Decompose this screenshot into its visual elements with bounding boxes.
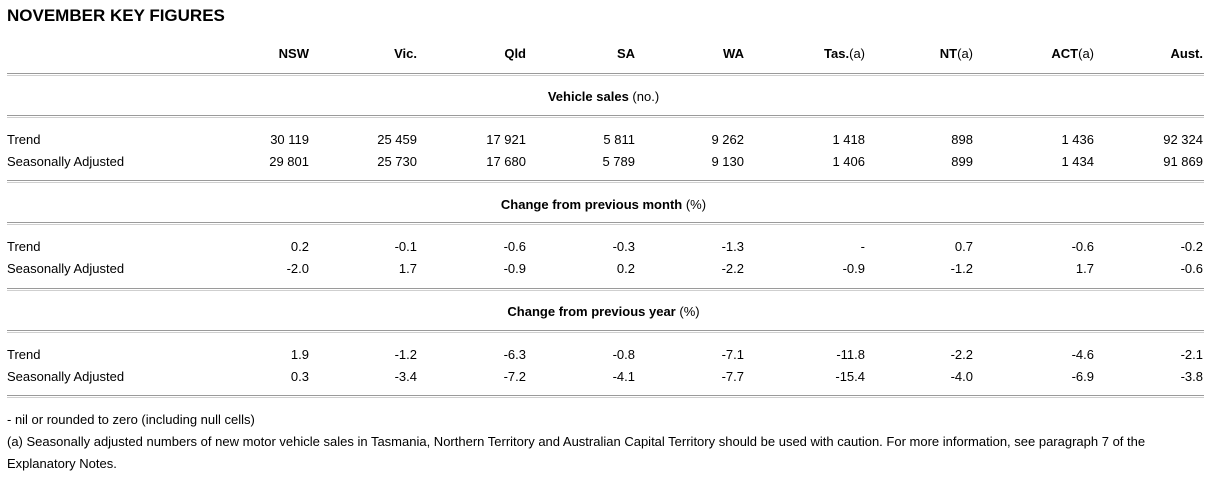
divider — [7, 73, 1204, 76]
table-cell: -0.6 — [1071, 239, 1094, 254]
table-cell: -4.6 — [1071, 347, 1094, 362]
column-header-vic: Vic. — [394, 46, 417, 61]
table-cell: 0.2 — [616, 261, 635, 276]
table-cell: 1 436 — [1061, 132, 1094, 147]
table-cell: 5 811 — [603, 132, 635, 147]
table-cell: 17 921 — [486, 132, 526, 147]
table-cell: 1.7 — [398, 261, 417, 276]
row-label: Seasonally Adjusted — [7, 154, 125, 169]
column-header-nt: NT(a) — [939, 46, 973, 61]
column-header-aust: Aust. — [1170, 46, 1204, 61]
column-header-sa: SA — [616, 46, 635, 61]
table-row: Trend 30 119 25 459 17 921 5 811 9 262 1… — [0, 132, 1207, 150]
table-cell: 25 730 — [377, 154, 417, 169]
table-cell: -0.1 — [394, 239, 417, 254]
table-cell: -7.7 — [721, 369, 744, 384]
divider — [7, 115, 1204, 118]
table-cell: 9 262 — [711, 132, 744, 147]
table-cell: 1 406 — [832, 154, 865, 169]
table-cell: 1 418 — [832, 132, 865, 147]
table-cell: 25 459 — [377, 132, 417, 147]
table-cell: -0.2 — [1180, 239, 1203, 254]
table-cell: 91 869 — [1163, 154, 1203, 169]
table-cell: 29 801 — [269, 154, 309, 169]
table-cell: 5 789 — [602, 154, 635, 169]
page-title: NOVEMBER KEY FIGURES — [7, 6, 225, 25]
table-cell: -4.0 — [950, 369, 973, 384]
table-cell: -15.4 — [835, 369, 865, 384]
row-label: Seasonally Adjusted — [7, 261, 125, 276]
table-cell: -7.1 — [721, 347, 744, 362]
section-heading-change-previous-month: Change from previous month (%) — [500, 197, 707, 212]
divider — [7, 180, 1204, 183]
column-header-wa: WA — [723, 46, 744, 61]
table-cell: 92 324 — [1163, 132, 1203, 147]
table-cell: 0.2 — [290, 239, 309, 254]
table-cell: 0.3 — [290, 369, 309, 384]
divider — [7, 330, 1204, 333]
section-heading-vehicle-sales: Vehicle sales (no.) — [547, 89, 660, 104]
table-row: Seasonally Adjusted 0.3 -3.4 -7.2 -4.1 -… — [0, 369, 1207, 387]
table-cell: -0.9 — [842, 261, 865, 276]
column-header-tas: Tas.(a) — [824, 46, 865, 61]
table-row: Trend 0.2 -0.1 -0.6 -0.3 -1.3 - 0.7 -0.6… — [0, 239, 1207, 257]
table-cell: -1.2 — [950, 261, 973, 276]
table-cell: -2.2 — [950, 347, 973, 362]
table-cell: -3.8 — [1180, 369, 1203, 384]
table-cell: 30 119 — [270, 132, 309, 147]
table-cell: -1.2 — [394, 347, 417, 362]
table-cell: 1.7 — [1075, 261, 1094, 276]
table-cell: -2.1 — [1180, 347, 1203, 362]
column-header-nsw: NSW — [278, 46, 309, 61]
section-heading-change-previous-year: Change from previous year (%) — [507, 304, 700, 319]
table-cell: 0.7 — [954, 239, 973, 254]
table-row: Seasonally Adjusted -2.0 1.7 -0.9 0.2 -2… — [0, 261, 1207, 279]
table-cell: -4.1 — [612, 369, 635, 384]
table-cell: -3.4 — [394, 369, 417, 384]
row-label: Seasonally Adjusted — [7, 369, 125, 384]
table-cell: 898 — [951, 132, 973, 147]
table-cell: -6.3 — [503, 347, 526, 362]
table-cell: -11.8 — [836, 347, 865, 362]
table-cell: -1.3 — [721, 239, 744, 254]
table-cell: -0.3 — [612, 239, 635, 254]
table-cell: 17 680 — [486, 154, 526, 169]
row-label: Trend — [7, 347, 41, 362]
column-header-row: NSW Vic. Qld SA WA Tas.(a) NT(a) ACT(a) … — [0, 46, 1207, 64]
table-cell: -0.6 — [1180, 261, 1203, 276]
table-cell: -6.9 — [1071, 369, 1094, 384]
table-cell: -2.2 — [721, 261, 744, 276]
table-cell: 1.9 — [290, 347, 309, 362]
table-cell: - — [860, 239, 865, 254]
table-cell: 1 434 — [1061, 154, 1094, 169]
table-cell: -2.0 — [286, 261, 309, 276]
footnote-nil: - nil or rounded to zero (including null… — [7, 412, 255, 427]
divider — [7, 222, 1204, 225]
divider — [7, 395, 1204, 398]
column-header-qld: Qld — [504, 46, 526, 61]
table-cell: 9 130 — [711, 154, 744, 169]
table-cell: -0.6 — [503, 239, 526, 254]
table-cell: 899 — [951, 154, 973, 169]
divider — [7, 288, 1204, 291]
column-header-act: ACT(a) — [1051, 46, 1094, 61]
table-cell: -0.8 — [612, 347, 635, 362]
table-cell: -0.9 — [503, 261, 526, 276]
footnote-caution: (a) Seasonally adjusted numbers of new m… — [7, 434, 1146, 471]
table-cell: -7.2 — [503, 369, 526, 384]
row-label: Trend — [7, 239, 41, 254]
row-label: Trend — [7, 132, 41, 147]
table-row: Seasonally Adjusted 29 801 25 730 17 680… — [0, 154, 1207, 172]
table-row: Trend 1.9 -1.2 -6.3 -0.8 -7.1 -11.8 -2.2… — [0, 347, 1207, 365]
